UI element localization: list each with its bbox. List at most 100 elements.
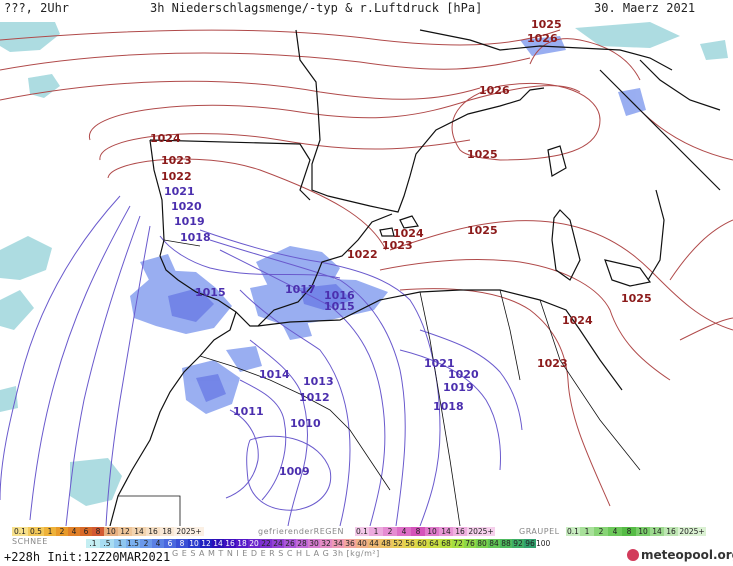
isobar-label: 1011: [233, 405, 264, 418]
isobar-label: 1020: [171, 200, 202, 213]
total-scale-value: 6: [164, 539, 176, 548]
total-scale-value: 10: [188, 539, 200, 548]
total-scale-value: 18: [236, 539, 248, 548]
isobar-label: 1009: [279, 465, 310, 478]
graupel-scale-value: 4: [608, 527, 622, 536]
isobar-label: 1018: [180, 231, 211, 244]
logo-icon: [627, 549, 639, 561]
isobar-label: 1018: [433, 400, 464, 413]
total-precip-scale: .1 .5 1 1.5 2 4 6 8 10 12 14 16 18 20 22…: [86, 539, 550, 548]
snow-scale: 0.1 0.5 1 2 4 6 8 10 12 14 16 18 2025+: [12, 527, 204, 536]
isobar-label: 1020: [448, 368, 479, 381]
isobar-label: 1016: [324, 289, 355, 302]
isobar-label: 1017: [285, 283, 316, 296]
total-scale-value: 76: [464, 539, 476, 548]
graupel-scale-value: 8: [622, 527, 636, 536]
graupel-scale-value: 14: [650, 527, 664, 536]
total-scale-value: 64: [428, 539, 440, 548]
snow-scale-value: 4: [68, 527, 80, 536]
isobar-label: 1013: [303, 375, 334, 388]
snow-scale-value: 8: [92, 527, 104, 536]
heavy-rain-areas: [168, 284, 352, 402]
coastlines: [109, 29, 721, 526]
snow-scale-value: 14: [132, 527, 146, 536]
total-scale-value: 20: [248, 539, 260, 548]
graupel-scale-value: 10: [636, 527, 650, 536]
isobar-label: 1024: [150, 132, 181, 145]
total-scale-value: 48: [380, 539, 392, 548]
isobar-label: 1010: [290, 417, 321, 430]
snow-scale-value: 1: [44, 527, 56, 536]
total-scale-value: 80: [476, 539, 488, 548]
snow-scale-value: 16: [146, 527, 160, 536]
isobar-label: 1014: [259, 368, 290, 381]
total-scale-value: .1: [86, 539, 100, 548]
snow-areas: [0, 22, 728, 506]
freezing-rain-scale: 0.1 1 2 4 8 10 14 16 2025+: [355, 527, 495, 536]
snow-scale-value: 10: [104, 527, 118, 536]
isobar-label: 1023: [382, 239, 413, 252]
total-scale-value: 36: [344, 539, 356, 548]
freezing-rain-title: gefrierenderREGEN: [258, 527, 344, 536]
total-scale-value: 60: [416, 539, 428, 548]
snow-scale-value: 2025+: [174, 527, 204, 536]
weather-map: 1025 1026 1026 1025 1024 1023 1022 1025 …: [0, 18, 733, 526]
snow-scale-value: 0.1: [12, 527, 28, 536]
total-scale-value: 2: [140, 539, 152, 548]
total-scale-value: 4: [152, 539, 164, 548]
graupel-scale: 0.1 1 2 4 8 10 14 16 2025+: [566, 527, 706, 536]
total-scale-value: 44: [368, 539, 380, 548]
snow-scale-value: 2: [56, 527, 68, 536]
total-scale-value: 96: [524, 539, 536, 548]
isobars-high: [0, 29, 733, 507]
total-scale-value: 8: [176, 539, 188, 548]
total-scale-value: 72: [452, 539, 464, 548]
total-scale-value: 32: [320, 539, 332, 548]
country-borders: [118, 239, 641, 526]
isobar-label: 1023: [161, 154, 192, 167]
graupel-scale-value: 0.1: [566, 527, 580, 536]
total-scale-value: 14: [212, 539, 224, 548]
total-scale-value: 30: [308, 539, 320, 548]
total-scale-value: 1.5: [126, 539, 140, 548]
isobars-low: [0, 195, 523, 526]
isobar-label: 1024: [393, 227, 424, 240]
isobar-label: 1025: [531, 18, 562, 31]
meteopool-logo: meteopool.org: [627, 548, 733, 562]
isobar-label: 1023: [537, 357, 568, 370]
total-scale-value: .5: [100, 539, 114, 548]
total-precip-title: G E S A M T N I E D E R S C H L A G 3h […: [172, 549, 380, 558]
freezing-scale-value: 2025+: [467, 527, 495, 536]
graupel-scale-value: 1: [580, 527, 594, 536]
freezing-scale-value: 0.1: [355, 527, 369, 536]
graupel-scale-value: 16: [664, 527, 678, 536]
total-scale-value: 16: [224, 539, 236, 548]
isobar-label: 1012: [299, 391, 330, 404]
total-scale-value: 52: [392, 539, 404, 548]
isobar-label: 1025: [467, 224, 498, 237]
isobar-label: 1015: [195, 286, 226, 299]
valid-date: 30. Maerz 2021: [594, 1, 696, 15]
forecast-time: ???, 2Uhr: [4, 1, 70, 15]
isobar-label: 1025: [621, 292, 652, 305]
total-scale-value: 1: [114, 539, 126, 548]
isobar-label: 1021: [164, 185, 195, 198]
snow-scale-value: 12: [118, 527, 132, 536]
graupel-scale-value: 2: [594, 527, 608, 536]
total-scale-value: 22: [260, 539, 272, 548]
total-scale-value: 28: [296, 539, 308, 548]
total-scale-value: 24: [272, 539, 284, 548]
isobar-label: 1022: [161, 170, 192, 183]
run-info: +228h Init:12Z20MAR2021: [4, 550, 171, 564]
isobar-label: 1019: [174, 215, 205, 228]
freezing-scale-value: 4: [397, 527, 411, 536]
freezing-scale-value: 1: [369, 527, 383, 536]
isobar-label: 1015: [324, 300, 355, 313]
total-scale-value: 34: [332, 539, 344, 548]
legend-panel: 0.1 0.5 1 2 4 6 8 10 12 14 16 18 2025+ S…: [0, 526, 733, 566]
freezing-scale-value: 14: [439, 527, 453, 536]
graupel-title: GRAUPEL: [519, 527, 560, 536]
freezing-scale-value: 16: [453, 527, 467, 536]
total-scale-value: 84: [488, 539, 500, 548]
total-scale-value: 92: [512, 539, 524, 548]
